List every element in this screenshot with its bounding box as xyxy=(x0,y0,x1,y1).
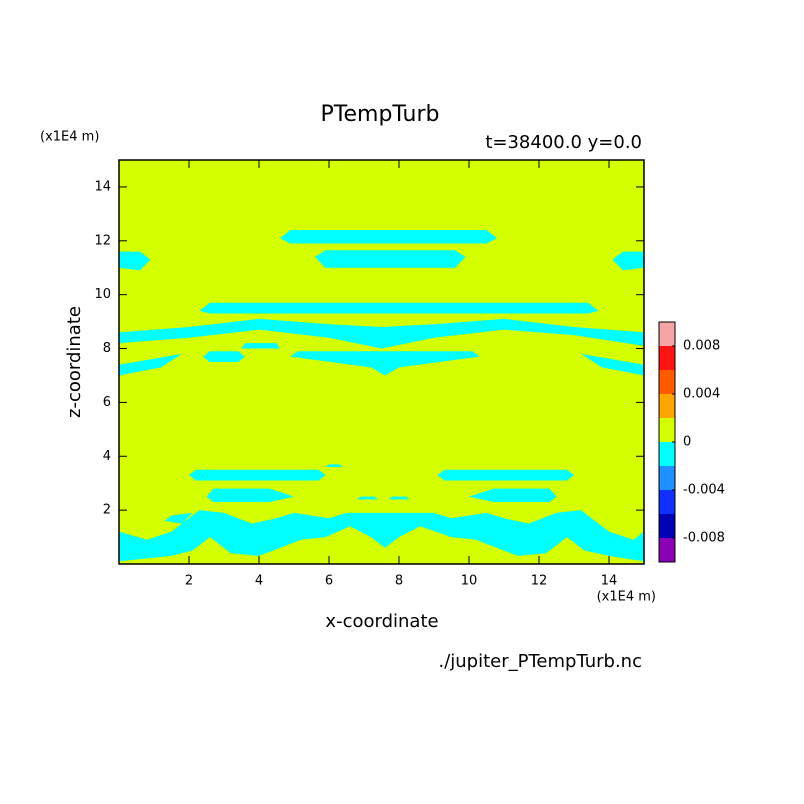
contour-region xyxy=(164,512,193,524)
contour-region xyxy=(315,250,466,268)
contour-region xyxy=(581,353,644,376)
x-tick-label: 14 xyxy=(601,574,618,589)
contour-region xyxy=(119,318,644,349)
contour-region xyxy=(325,464,343,468)
y-tick-label: 2 xyxy=(103,503,111,518)
colorbar-swatch xyxy=(659,490,675,514)
contour-region xyxy=(290,351,480,376)
colorbar-swatch xyxy=(659,538,675,562)
colorbar-swatch xyxy=(659,370,675,394)
y-tick-label: 6 xyxy=(103,395,111,410)
contour-region xyxy=(357,496,378,500)
colorbar-swatch xyxy=(659,466,675,490)
subtitle: t=38400.0 y=0.0 xyxy=(485,132,642,153)
y-unit: (x1E4 m) xyxy=(40,130,99,145)
contour-region xyxy=(119,251,151,271)
x-tick-label: 4 xyxy=(255,574,263,589)
y-axis-label: z-coordinate xyxy=(64,306,85,418)
colorbar-swatch xyxy=(659,394,675,418)
contour-region xyxy=(241,343,280,349)
x-tick-label: 12 xyxy=(531,574,548,589)
contour-region xyxy=(469,488,557,503)
colorbar-label: 0.004 xyxy=(683,387,720,402)
chart-title: PTempTurb xyxy=(321,102,440,127)
colorbar-label: -0.008 xyxy=(683,531,725,546)
colorbar-swatch xyxy=(659,514,675,538)
y-tick-label: 4 xyxy=(103,449,111,464)
contour-region xyxy=(119,353,182,376)
source-file: ./jupiter_PTempTurb.nc xyxy=(438,651,642,672)
contour-region xyxy=(203,351,245,362)
plot-area xyxy=(119,160,644,564)
y-tick-label: 14 xyxy=(94,179,111,194)
x-tick-label: 8 xyxy=(395,574,403,589)
colorbar-label: 0 xyxy=(683,435,691,450)
contour-region xyxy=(388,496,410,500)
plot-frame xyxy=(118,159,645,565)
x-tick-label: 6 xyxy=(325,574,333,589)
x-axis-label: x-coordinate xyxy=(325,611,438,632)
contour-region xyxy=(199,302,599,314)
contour-region xyxy=(437,469,574,481)
y-tick-label: 10 xyxy=(94,287,111,302)
contour-region xyxy=(612,251,644,271)
colorbar-swatch xyxy=(659,442,675,466)
x-tick-label: 10 xyxy=(461,574,478,589)
colorbar-swatch xyxy=(659,346,675,370)
colorbar-label: 0.008 xyxy=(683,339,720,354)
x-unit: (x1E4 m) xyxy=(597,590,656,605)
x-tick-label: 2 xyxy=(185,574,193,589)
contour-region xyxy=(189,469,326,481)
contour-region xyxy=(280,230,497,244)
contour-region xyxy=(119,510,644,562)
contour-region xyxy=(206,488,294,503)
y-tick-label: 8 xyxy=(103,341,111,356)
colorbar-label: -0.004 xyxy=(683,483,725,498)
colorbar-swatch xyxy=(659,322,675,346)
y-tick-label: 12 xyxy=(94,233,111,248)
colorbar-swatch xyxy=(659,418,675,442)
